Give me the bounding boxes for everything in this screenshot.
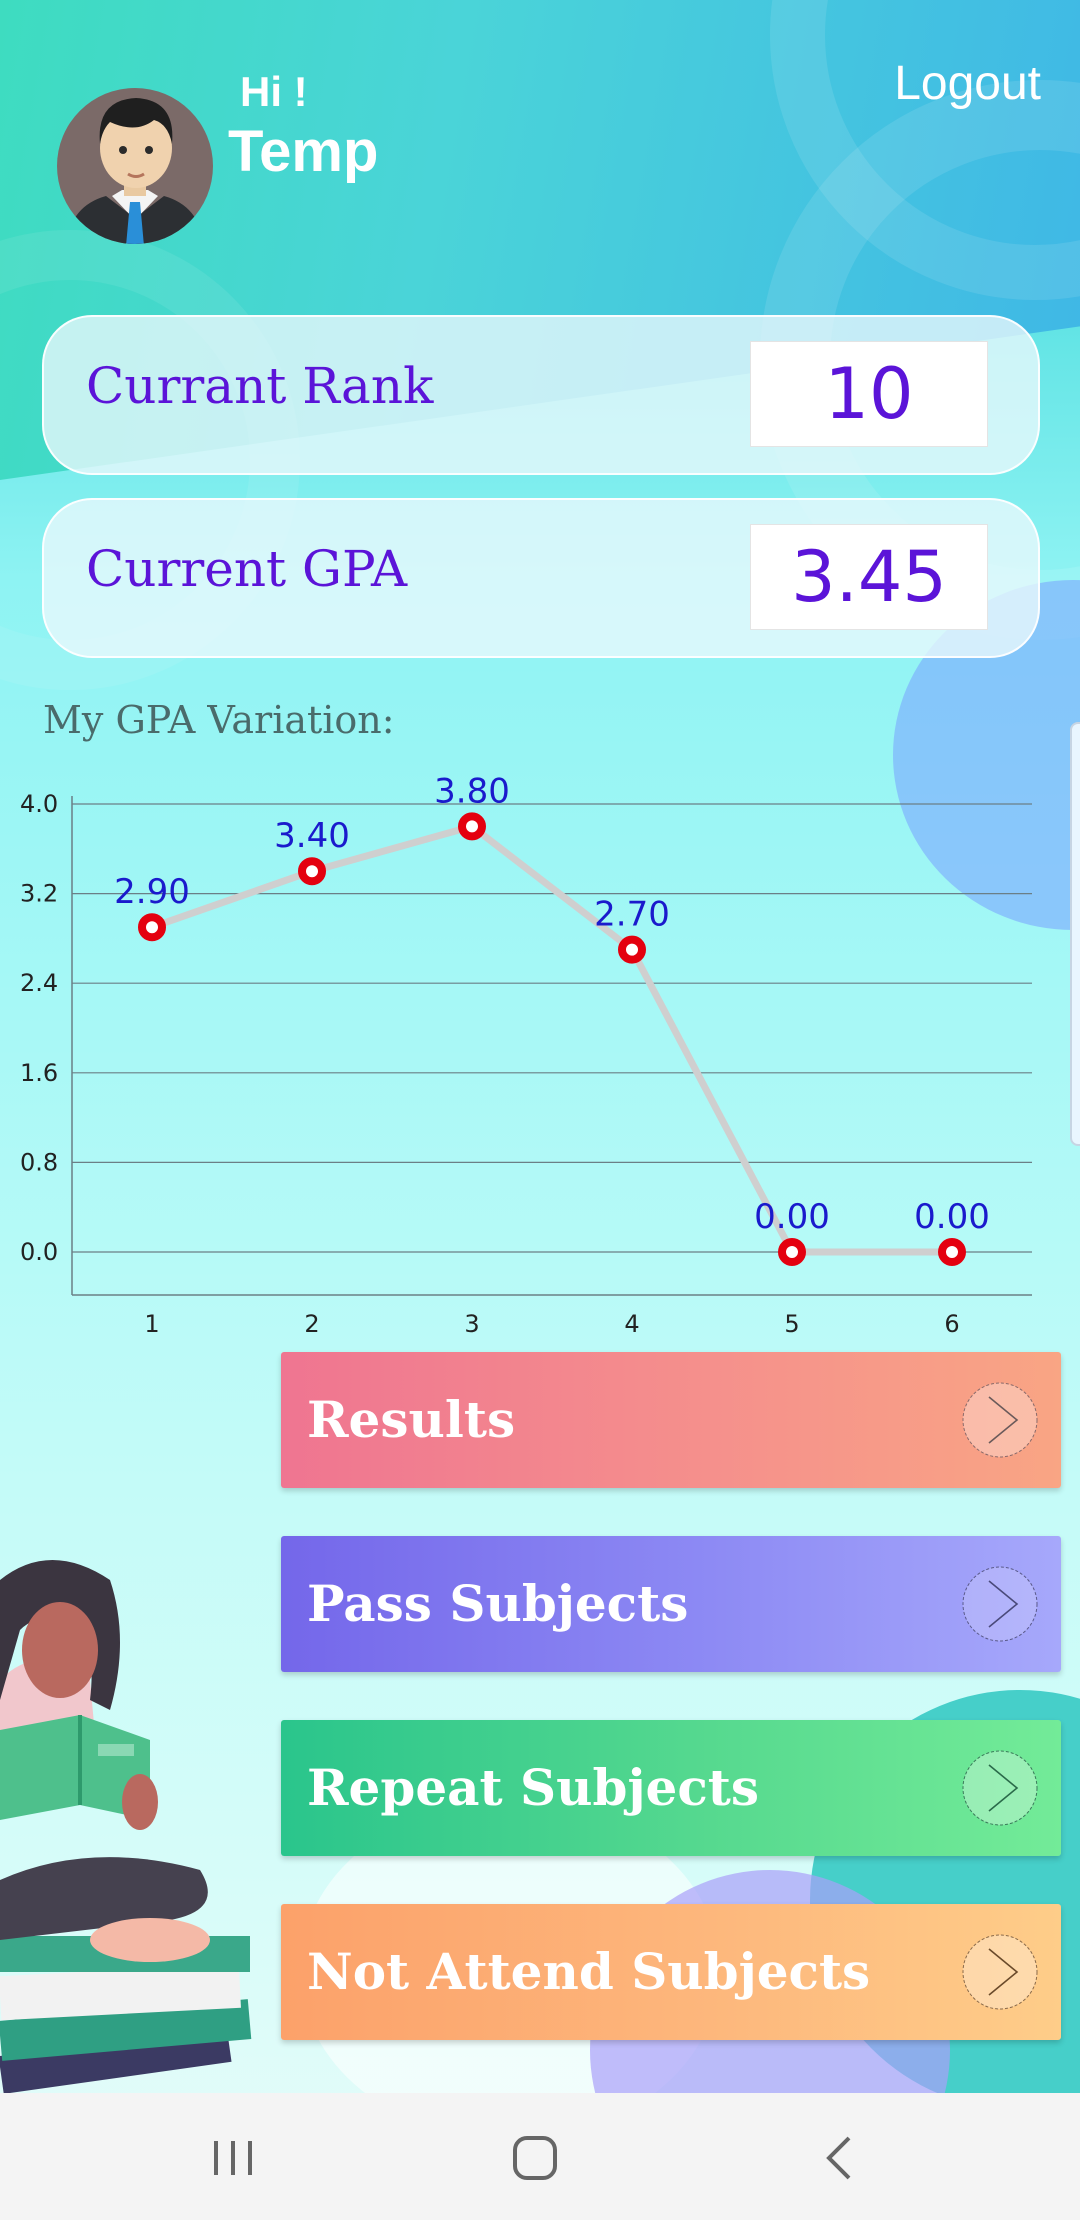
y-tick-label: 0.0 bbox=[20, 1238, 58, 1266]
repeat-subjects-button[interactable]: Repeat Subjects bbox=[281, 1720, 1061, 1856]
chevron-right-icon bbox=[962, 1934, 1038, 2010]
logout-button[interactable]: Logout bbox=[894, 57, 1041, 110]
username-text: Temp bbox=[228, 119, 379, 184]
x-tick-label: 3 bbox=[464, 1310, 479, 1338]
greeting-text: Hi ! bbox=[240, 68, 308, 115]
y-tick-label: 4.0 bbox=[20, 790, 58, 818]
x-tick-label: 1 bbox=[144, 1310, 159, 1338]
pass-subjects-button[interactable]: Pass Subjects bbox=[281, 1536, 1061, 1672]
side-drawer-handle[interactable] bbox=[1070, 722, 1080, 1146]
recent-apps-icon[interactable] bbox=[198, 2123, 268, 2193]
results-button-label: Results bbox=[307, 1390, 516, 1449]
gpa-data-point bbox=[458, 812, 486, 841]
gpa-data-point bbox=[778, 1238, 806, 1266]
chevron-right-icon bbox=[962, 1566, 1038, 1642]
x-tick-label: 2 bbox=[304, 1310, 319, 1338]
gpa-data-label: 3.80 bbox=[434, 771, 510, 811]
gpa-data-label: 2.70 bbox=[594, 895, 670, 935]
x-tick-label: 6 bbox=[944, 1310, 959, 1338]
gpa-data-point bbox=[938, 1238, 966, 1266]
gpa-series-line bbox=[150, 822, 952, 1256]
gpa-data-label: 0.00 bbox=[914, 1197, 990, 1237]
current-gpa-box: 3.45 bbox=[750, 524, 988, 630]
gpa-line-chart: 0.0 0.8 1.6 2.4 3.2 4.0 1 2 3 4 5 6 2.90 3.40 3.80 2.70… bbox=[20, 771, 1032, 1338]
current-rank-value: 10 bbox=[824, 353, 914, 435]
home-icon[interactable] bbox=[500, 2123, 570, 2193]
not-attend-subjects-button[interactable]: Not Attend Subjects bbox=[281, 1904, 1061, 2040]
current-rank-label: Currant Rank bbox=[86, 357, 434, 415]
current-gpa-label: Current GPA bbox=[86, 540, 408, 598]
y-tick-label: 3.2 bbox=[20, 880, 58, 908]
not-attend-subjects-button-label: Not Attend Subjects bbox=[307, 1942, 871, 2001]
businessman-avatar-icon[interactable] bbox=[56, 78, 214, 246]
current-rank-card: Currant Rank 10 bbox=[42, 315, 1040, 475]
chart-title: My GPA Variation: bbox=[43, 698, 395, 742]
current-gpa-card: Current GPA 3.45 bbox=[42, 498, 1040, 658]
gpa-data-label: 0.00 bbox=[754, 1197, 830, 1237]
results-button[interactable]: Results bbox=[281, 1352, 1061, 1488]
pass-subjects-button-label: Pass Subjects bbox=[307, 1574, 689, 1633]
x-tick-label: 5 bbox=[784, 1310, 799, 1338]
chevron-right-icon bbox=[962, 1382, 1038, 1458]
gpa-data-label: 3.40 bbox=[274, 816, 350, 856]
girl-reading-illustration bbox=[0, 1560, 252, 2094]
repeat-subjects-button-label: Repeat Subjects bbox=[307, 1758, 760, 1817]
back-icon[interactable] bbox=[805, 2123, 875, 2193]
y-tick-label: 1.6 bbox=[20, 1059, 58, 1087]
chevron-right-icon bbox=[962, 1750, 1038, 1826]
gpa-data-point bbox=[298, 857, 326, 886]
current-rank-box: 10 bbox=[750, 341, 988, 447]
gpa-data-label: 2.90 bbox=[114, 872, 190, 912]
gpa-data-point bbox=[138, 913, 166, 942]
x-tick-label: 4 bbox=[624, 1310, 639, 1338]
current-gpa-value: 3.45 bbox=[791, 536, 947, 618]
gpa-data-point bbox=[618, 935, 646, 964]
y-tick-label: 2.4 bbox=[20, 969, 58, 997]
system-navigation-bar bbox=[0, 2093, 1080, 2220]
y-tick-label: 0.8 bbox=[20, 1148, 58, 1176]
